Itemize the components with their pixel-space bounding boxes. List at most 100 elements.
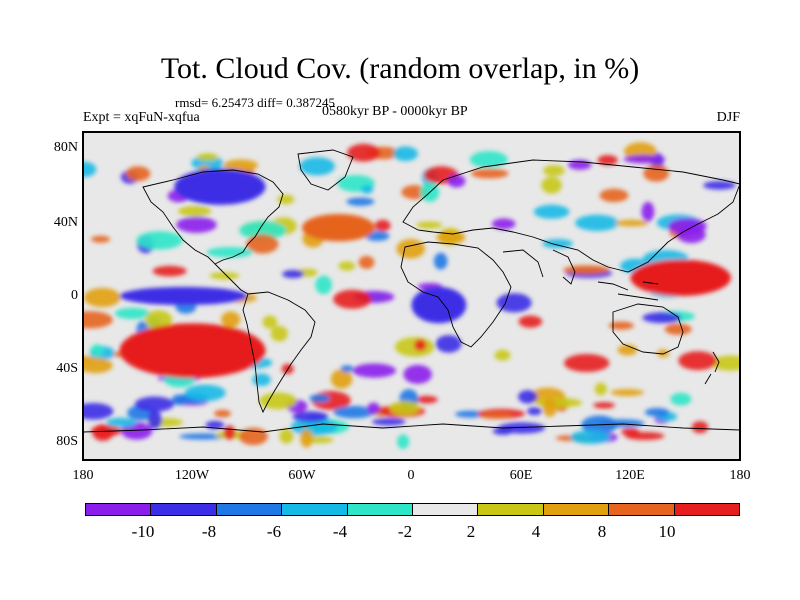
texture-blob (396, 239, 426, 259)
texture-blob (414, 339, 427, 351)
texture-blob (542, 398, 557, 417)
texture-blob (435, 335, 462, 353)
texture-blob (670, 392, 692, 406)
texture-blob (361, 185, 374, 194)
coastline-new-zealand (704, 351, 720, 385)
colorbar-label: 10 (658, 522, 676, 541)
colorbar-label: -10 (131, 522, 155, 541)
texture-blob (397, 434, 410, 450)
colorbar-swatch (413, 504, 479, 515)
texture-blob (372, 418, 406, 426)
texture-blob (447, 174, 466, 188)
texture-blob (599, 188, 629, 203)
texture-blob (527, 407, 542, 416)
figure-title: Tot. Cloud Cov. (random overlap, in %) (160, 52, 640, 85)
texture-blob (184, 384, 226, 402)
map-canvas (83, 142, 740, 450)
season-label: DJF (716, 110, 740, 125)
texture-blob (416, 221, 443, 229)
coastline-africa (400, 241, 512, 348)
colorbar-label: -2 (397, 522, 413, 541)
texture-blob (125, 166, 151, 182)
texture-blob (593, 402, 615, 409)
texture-blob (83, 161, 97, 177)
texture-blob (338, 261, 356, 271)
texture-blob (642, 312, 682, 324)
anomaly-region (119, 286, 248, 306)
y-tick-40n: 40N (53, 215, 78, 230)
texture-blob (209, 272, 240, 280)
texture-blob (541, 176, 562, 194)
texture-blob (270, 325, 288, 342)
texture-blob (569, 430, 611, 445)
colorbar (85, 503, 740, 516)
texture-blob (471, 168, 509, 179)
texture-blob (656, 349, 670, 358)
colorbar-swatch (609, 504, 675, 515)
colorbar-swatch (282, 504, 348, 515)
texture-blob (623, 154, 666, 164)
texture-blob (178, 205, 212, 217)
texture-blob (83, 403, 114, 420)
y-tick-40s: 40S (56, 361, 78, 376)
coastline-south-asia (502, 249, 576, 285)
x-tick-180e: 180 (729, 468, 751, 483)
coastline-eurasia (402, 159, 740, 273)
colorbar-label: 8 (597, 522, 607, 541)
texture-blob (393, 146, 418, 161)
x-tick-0: 0 (407, 468, 415, 483)
texture-blob (564, 354, 610, 372)
texture-blob (389, 400, 420, 416)
anomaly-region (630, 259, 731, 296)
texture-blob (455, 410, 486, 418)
texture-blob (542, 239, 573, 249)
texture-blob (594, 382, 607, 396)
texture-blob (615, 219, 649, 227)
coastline-north-america (142, 169, 284, 265)
texture-blob (644, 407, 670, 417)
texture-blob (469, 151, 508, 169)
colorbar-label: -8 (201, 522, 217, 541)
anomaly-map (82, 131, 741, 461)
texture-blob (214, 409, 231, 418)
texture-blob (346, 197, 375, 206)
colorbar-swatch (151, 504, 217, 515)
colorbar-swatch (347, 504, 414, 515)
colorbar-swatch (543, 504, 610, 515)
texture-blob (279, 428, 294, 444)
texture-blob (221, 311, 241, 328)
anomaly-region (411, 286, 467, 324)
texture-blob (83, 311, 113, 329)
texture-blob (259, 392, 297, 410)
texture-blob (641, 201, 655, 222)
x-tick-120e: 120E (615, 468, 645, 483)
texture-blob (91, 235, 111, 243)
texture-blob (330, 369, 353, 389)
texture-blob (299, 157, 335, 176)
texture-blob (533, 204, 570, 219)
texture-blob (479, 412, 513, 419)
colorbar-swatch (674, 504, 740, 515)
texture-blob (315, 275, 332, 295)
texture-blob (83, 287, 121, 308)
colorbar-swatch (86, 504, 152, 515)
texture-blob (252, 373, 271, 387)
texture-blob (710, 355, 740, 371)
texture-blob (300, 429, 313, 448)
texture-blob (223, 159, 259, 171)
texture-blob (496, 293, 532, 313)
texture-blob (703, 181, 736, 190)
colorbar-label: 4 (531, 522, 541, 541)
coastline-maritime-continent (597, 281, 659, 301)
x-tick-60w: 60W (288, 468, 316, 483)
texture-blob (625, 432, 665, 440)
texture-blob (598, 419, 645, 428)
coastline-south-america (242, 291, 316, 414)
texture-blob (575, 214, 619, 231)
texture-blob (206, 247, 253, 258)
texture-blob (134, 396, 175, 412)
texture-blob (677, 226, 706, 244)
coastline-greenland (297, 149, 354, 191)
colorbar-swatch (478, 504, 544, 515)
texture-blob (333, 289, 372, 309)
